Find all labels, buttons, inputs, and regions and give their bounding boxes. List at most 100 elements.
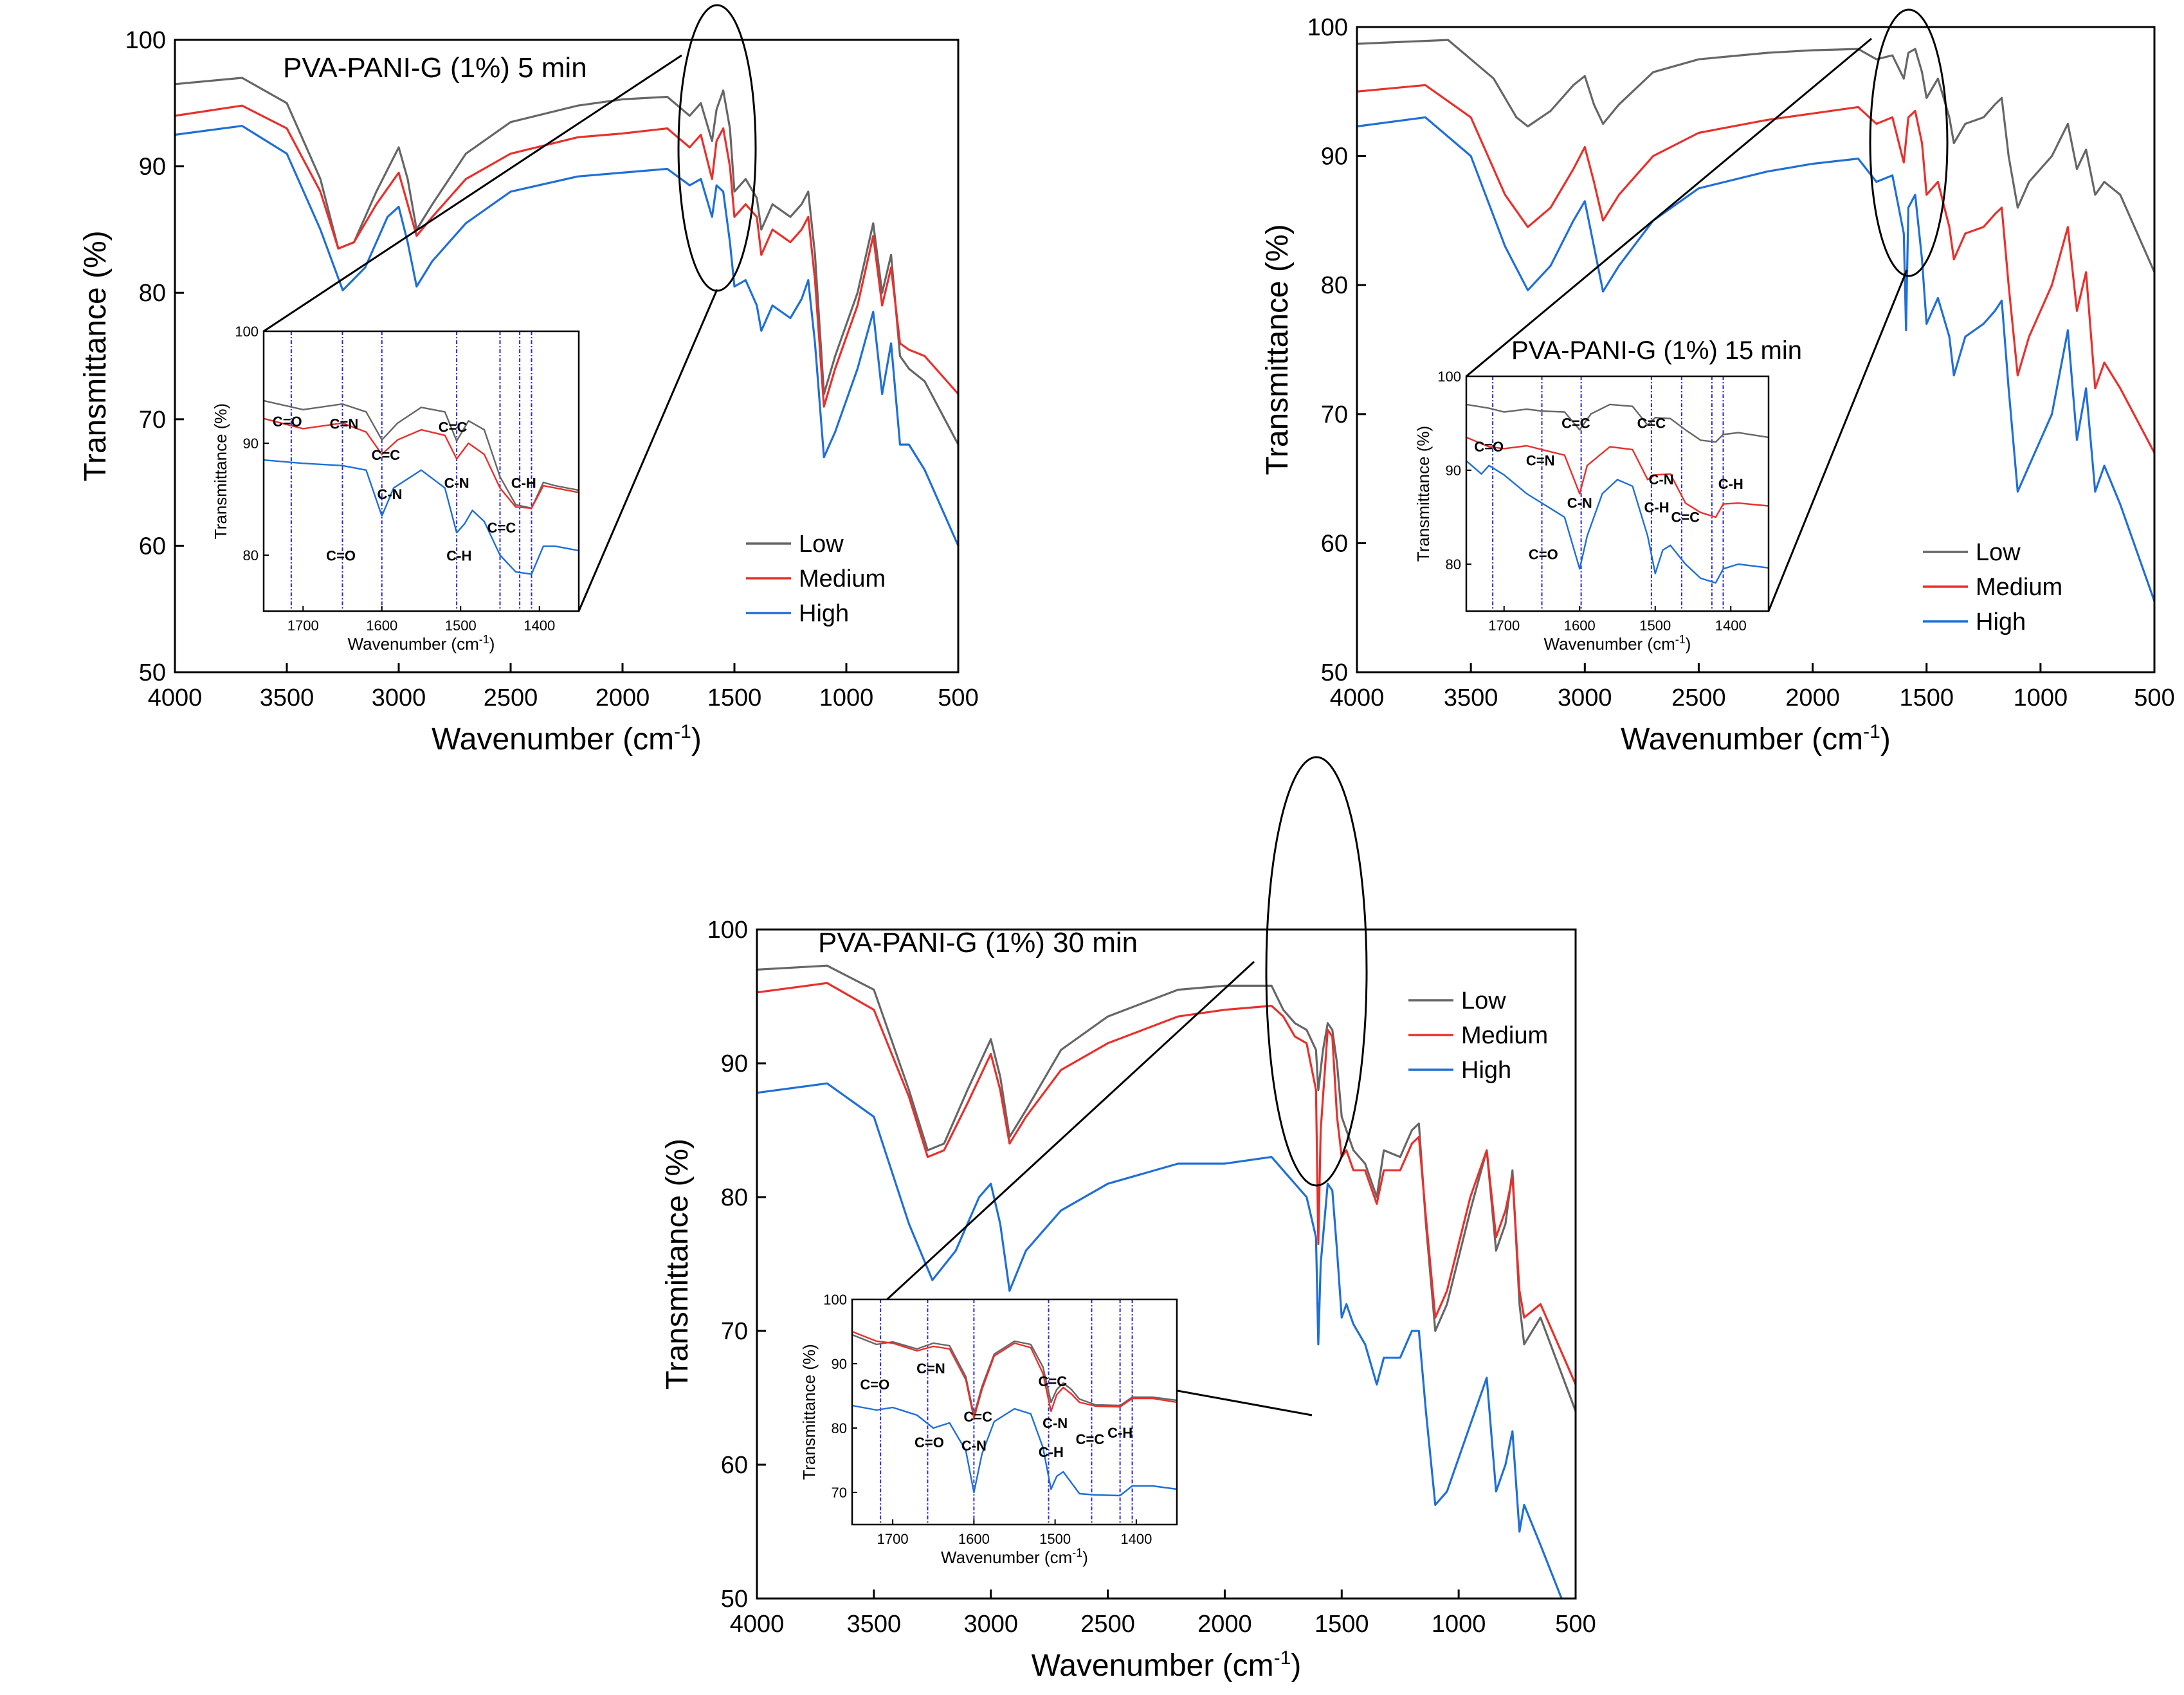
inset-y-tick-label: 70 (832, 1485, 847, 1501)
inset-annotation: C=N (916, 1361, 945, 1377)
zoom-ellipse (1265, 756, 1368, 1187)
inset-y-tick-label: 90 (243, 435, 259, 452)
x-tick-label: 2500 (1080, 1611, 1135, 1638)
series-line-high (174, 125, 960, 547)
inset-x-tick-label: 1600 (1564, 618, 1596, 634)
zoom-connector (578, 289, 718, 612)
inset-y-tick-label: 100 (823, 1292, 847, 1308)
x-tick-label: 1500 (1899, 684, 1954, 711)
panel-b: 4000 3500 3000 2500 2000 1500 1000 500 50 60 70 80 9… (1260, 8, 2175, 756)
inset-annotation: C=O (915, 1434, 944, 1451)
legend-label-high: High (1976, 609, 2026, 636)
y-axis-title: Transmittance (%) (1260, 224, 1295, 475)
inset-x-tick-label: 1700 (1488, 618, 1520, 634)
inset-annotation: C=C (1561, 415, 1590, 431)
x-axis-title: Wavenumber (cm-1) (1621, 721, 1891, 756)
inset-series-line-medium (1466, 436, 1769, 518)
inset-series-line-high (263, 459, 579, 575)
inset-annotation: C=C (439, 419, 468, 435)
inset-x-tick-label: 1400 (1715, 618, 1747, 634)
y-tick-label: 60 (1321, 530, 1348, 557)
y-tick-label: 90 (721, 1050, 748, 1077)
inset-series-line-medium (851, 1330, 1178, 1420)
inset-x-tick-label: 1400 (1120, 1531, 1152, 1547)
inset-annotation: C=O (1529, 547, 1558, 563)
series-line-medium (1356, 84, 2156, 454)
inset-x-axis-title: Wavenumber (cm-1) (941, 1546, 1088, 1567)
inset-annotation: C-H (1644, 500, 1670, 516)
x-tick-label: 2000 (596, 684, 650, 711)
inset-x-tick-label: 1500 (1039, 1531, 1071, 1547)
x-tick-label: 2000 (1785, 684, 1840, 711)
series-line-medium (756, 982, 1577, 1385)
x-tick-label: 3000 (372, 684, 426, 711)
inset-annotation: C-H (446, 548, 471, 564)
inset-series-line-low (1466, 403, 1769, 443)
y-tick-label: 100 (1307, 14, 1348, 41)
inset-y-tick-label: 100 (235, 324, 259, 340)
zoom-connector (851, 960, 1255, 1333)
y-tick-label: 70 (139, 407, 166, 434)
y-tick-label: 70 (1321, 401, 1348, 428)
series-line-medium (174, 104, 960, 408)
zoom-ellipse (1869, 8, 1949, 277)
inset-annotation: C-N (1042, 1415, 1068, 1431)
inset-annotation: C-N (1567, 495, 1592, 511)
inset-annotation: C=O (273, 414, 302, 430)
y-tick-label: 80 (721, 1184, 748, 1211)
chart-title: PVA-PANI-G (1%) 15 min (1511, 336, 1802, 365)
legend-label-high: High (799, 600, 849, 627)
series-line-low (1356, 39, 2156, 273)
inset-series-line-high (1466, 460, 1769, 584)
x-tick-label: 3500 (847, 1611, 902, 1638)
inset-x-tick-label: 1700 (877, 1531, 909, 1547)
series-line-low (174, 77, 960, 445)
inset-background (264, 331, 579, 611)
inset-annotation: C=O (326, 548, 356, 564)
plot-frame (174, 39, 960, 673)
x-tick-label: 1500 (707, 684, 762, 711)
inset-x-tick-label: 1500 (1639, 618, 1671, 634)
x-tick-label: 500 (1555, 1611, 1596, 1638)
inset-frame (851, 1298, 1178, 1526)
legend-label-low: Low (799, 531, 844, 558)
legend-label-low: Low (1976, 539, 2021, 566)
chart-title: PVA-PANI-G (1%) 30 min (818, 927, 1138, 958)
plot-frame (756, 928, 1577, 1600)
x-tick-label: 1500 (1315, 1611, 1369, 1638)
x-tick-label: 3000 (963, 1611, 1018, 1638)
inset-y-tick-label: 100 (1437, 369, 1461, 385)
inset-annotation: C-H (1039, 1444, 1064, 1460)
y-tick-label: 90 (139, 154, 166, 181)
y-axis-title: Transmittance (%) (78, 230, 113, 481)
x-axis-title: Wavenumber (cm-1) (1032, 1647, 1302, 1683)
x-tick-label: 1000 (1432, 1611, 1486, 1638)
inset-annotation: C-H (511, 475, 536, 491)
inset-chart: 1700 1600 1500 1400 70 80 90 100 C=O C=N C=C C-N C=O… (799, 1292, 1178, 1567)
x-tick-label: 500 (938, 684, 978, 711)
y-tick-label: 80 (139, 280, 166, 307)
inset-x-axis-title: Wavenumber (cm-1) (348, 633, 495, 654)
inset-series-line-medium (263, 417, 579, 509)
y-tick-label: 70 (721, 1318, 748, 1345)
inset-y-tick-label: 90 (832, 1356, 847, 1372)
x-tick-label: 1000 (819, 684, 874, 711)
inset-annotation: C=C (1637, 415, 1666, 431)
inset-series-line-low (851, 1333, 1178, 1416)
inset-x-tick-label: 1600 (366, 618, 397, 634)
inset-annotation: C=C (487, 520, 516, 536)
y-tick-label: 100 (125, 27, 166, 54)
inset-y-tick-label: 80 (243, 547, 259, 563)
inset-annotation: C-N (961, 1438, 987, 1454)
inset-x-tick-label: 1400 (523, 618, 555, 634)
inset-annotation: C=O (860, 1377, 889, 1393)
y-tick-label: 80 (1321, 272, 1348, 299)
x-tick-label: 2000 (1197, 1611, 1252, 1638)
x-tick-label: 4000 (730, 1611, 785, 1638)
x-tick-label: 1000 (2014, 684, 2068, 711)
inset-annotation: C-N (1649, 472, 1674, 488)
y-tick-label: 100 (707, 917, 748, 944)
inset-chart: 1700 1600 1500 1400 80 90 100 C=O C=N C=C C-N C=O C=… (211, 324, 580, 654)
inset-annotation: C-H (1107, 1425, 1133, 1441)
legend-label-medium: Medium (1976, 574, 2062, 601)
